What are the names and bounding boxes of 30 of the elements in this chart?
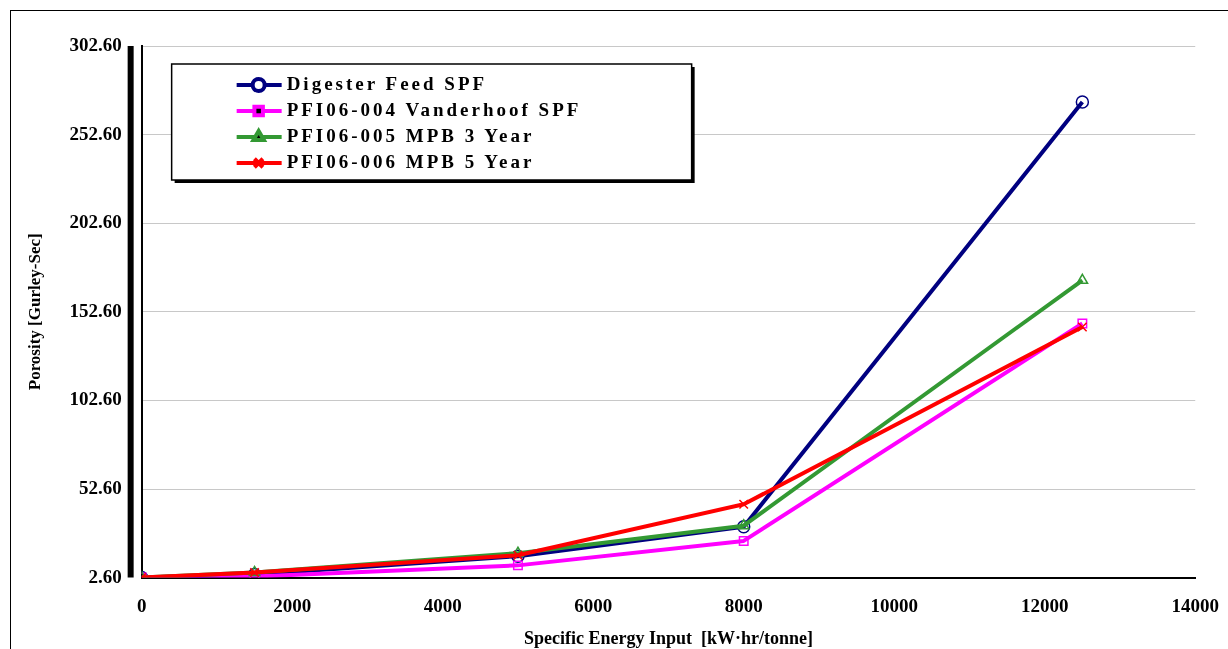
y-tick-label: 152.60 <box>69 299 122 321</box>
x-tick-label: 4000 <box>423 594 462 616</box>
x-tick-label: 0 <box>136 594 147 616</box>
legend-label: PFI06-006 MPB 5 Year <box>286 150 535 172</box>
point <box>512 560 523 571</box>
point <box>737 518 750 530</box>
x-tick-label: 12000 <box>1020 594 1069 616</box>
y-tick-label: 202.60 <box>69 211 122 233</box>
legend-label: PFI06-005 MPB 3 Year <box>286 124 535 146</box>
x-tick-label: 2000 <box>273 594 312 616</box>
y-tick-label: 102.60 <box>69 388 122 410</box>
y-axis-title: Porosity [Gurley-Sec] <box>24 233 44 391</box>
point <box>1075 95 1090 109</box>
point <box>736 519 751 534</box>
x-tick-label: 6000 <box>574 594 613 616</box>
legend-label: Digester Feed SPF <box>286 72 488 94</box>
y-tick-label: 302.60 <box>69 33 122 55</box>
point <box>1076 273 1089 285</box>
point <box>738 535 749 546</box>
point <box>1077 322 1088 333</box>
y-tick-label: 2.60 <box>88 565 122 587</box>
x-tick-label: 8000 <box>724 594 763 616</box>
y-tick-label: 252.60 <box>69 122 122 144</box>
legend-label: PFI06-004 Vanderhoof SPF <box>286 98 582 120</box>
x-axis-title: Specific Energy Input [kW·hr/tonne] <box>523 627 813 648</box>
y-tick-label: 52.60 <box>78 476 122 498</box>
x-tick-label: 14000 <box>1171 594 1219 616</box>
x-tick-label: 10000 <box>870 594 918 616</box>
point <box>1077 318 1088 329</box>
point <box>738 499 749 510</box>
